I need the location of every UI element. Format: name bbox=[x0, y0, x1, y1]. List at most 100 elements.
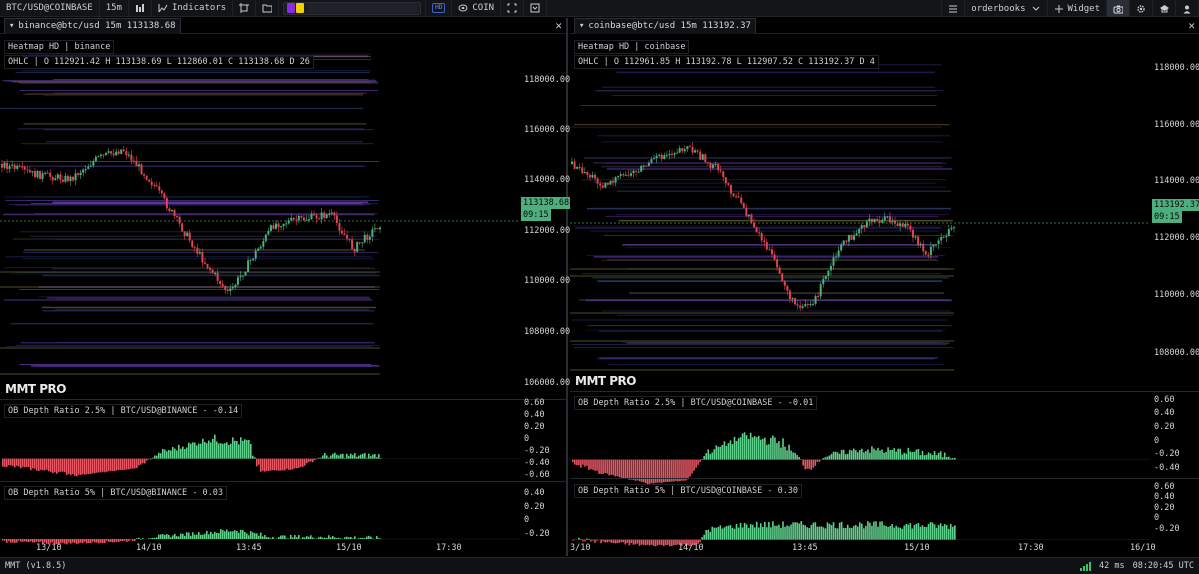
depth-bar bbox=[596, 539, 598, 541]
candle-body bbox=[722, 171, 725, 178]
chart-canvas[interactable] bbox=[0, 34, 568, 556]
depth-bar bbox=[584, 459, 586, 467]
account-button[interactable] bbox=[1176, 0, 1199, 17]
depth-bar bbox=[232, 437, 234, 459]
depth-bar bbox=[48, 539, 50, 545]
depth-bar bbox=[743, 522, 746, 540]
candle-body bbox=[99, 154, 102, 157]
depth-bar bbox=[208, 534, 210, 540]
depth-bar bbox=[380, 458, 382, 459]
coin-button[interactable]: COIN bbox=[452, 0, 502, 17]
open-folder-button[interactable] bbox=[256, 0, 280, 17]
screenshot-button[interactable] bbox=[1107, 0, 1130, 17]
panel-tab-binance[interactable]: ▾ binance@btc/usd 15m 113138.68 bbox=[4, 17, 181, 34]
pane-separator[interactable] bbox=[570, 391, 1199, 392]
depth-bar bbox=[707, 449, 710, 460]
panel-menu-icon[interactable]: ▾ bbox=[9, 21, 15, 31]
depth-bar bbox=[324, 537, 326, 540]
depth-bar bbox=[673, 459, 675, 482]
heatmap-gradient[interactable] bbox=[283, 1, 422, 15]
candle-body bbox=[254, 250, 257, 259]
panel-tab-label: coinbase@btc/usd 15m 113192.37 bbox=[588, 21, 751, 31]
ohlc-label: OHLC | O 112961.85 H 113192.78 L 112907.… bbox=[574, 55, 879, 69]
depth-bar bbox=[214, 531, 216, 540]
depth-bar bbox=[681, 539, 683, 546]
depth-bar bbox=[196, 445, 198, 459]
candle-body bbox=[870, 218, 873, 223]
depth-bar bbox=[326, 455, 328, 459]
indicators-button[interactable]: Indicators bbox=[152, 0, 234, 17]
candle-body bbox=[112, 153, 115, 156]
pane-separator[interactable] bbox=[0, 399, 568, 400]
depth-bar bbox=[216, 532, 218, 540]
depth-bar bbox=[644, 539, 647, 546]
download-button[interactable] bbox=[524, 0, 548, 17]
depth-bar bbox=[348, 455, 350, 459]
depth-bar bbox=[24, 539, 26, 542]
depth-bar bbox=[298, 535, 300, 540]
add-widget-button[interactable]: Widget bbox=[1048, 0, 1107, 17]
depth-bar bbox=[949, 458, 952, 460]
depth-bar bbox=[360, 537, 362, 540]
candle-body bbox=[343, 233, 346, 236]
price-axis-label: 110000.00 bbox=[524, 276, 571, 286]
candle-body bbox=[368, 236, 371, 240]
depth-bar bbox=[919, 526, 922, 540]
panel-menu-icon[interactable]: ▾ bbox=[579, 21, 585, 31]
depth-bar bbox=[954, 525, 956, 540]
depth-bar bbox=[190, 443, 192, 459]
depth-bar bbox=[314, 458, 316, 461]
panel-tab-coinbase[interactable]: ▾ coinbase@btc/usd 15m 113192.37 bbox=[574, 17, 756, 34]
pane-separator[interactable] bbox=[570, 478, 1199, 479]
candle-body bbox=[891, 220, 894, 223]
color-scheme-picker[interactable] bbox=[279, 0, 427, 17]
depth-bar bbox=[118, 539, 120, 542]
candle-body bbox=[267, 230, 270, 235]
symbol-selector[interactable]: BTC/USD@COINBASE bbox=[0, 0, 100, 17]
depth-bar bbox=[731, 444, 734, 460]
close-icon[interactable]: ✕ bbox=[555, 19, 562, 32]
candle-body bbox=[61, 179, 64, 182]
depth-bar bbox=[238, 444, 240, 459]
candle-body bbox=[130, 154, 133, 161]
chart-type-button[interactable] bbox=[129, 0, 152, 17]
hd-toggle[interactable]: HD bbox=[426, 0, 453, 17]
depth-bar bbox=[174, 533, 176, 540]
depth-bar bbox=[224, 443, 226, 459]
candle-body bbox=[791, 298, 794, 300]
depth-bar bbox=[875, 521, 877, 540]
learn-button[interactable] bbox=[1153, 0, 1176, 17]
candle-body bbox=[783, 281, 786, 286]
depth-bar bbox=[198, 443, 200, 459]
depth-bar bbox=[761, 438, 764, 460]
candle-body bbox=[640, 165, 643, 172]
depth-bar bbox=[152, 457, 154, 459]
candle-body bbox=[919, 243, 922, 246]
close-icon[interactable]: ✕ bbox=[1188, 19, 1195, 32]
depth-bar bbox=[294, 535, 296, 540]
candle-body bbox=[719, 170, 722, 172]
menu-button[interactable] bbox=[941, 0, 966, 17]
depth-bar bbox=[238, 532, 240, 540]
timeframe-selector[interactable]: 15m bbox=[100, 0, 129, 17]
depth-bar bbox=[22, 539, 24, 542]
indicator-label: OB Depth Ratio 2.5% | BTC/USD@COINBASE -… bbox=[574, 396, 818, 410]
fullscreen-button[interactable] bbox=[501, 0, 525, 17]
depth-bar bbox=[164, 534, 166, 540]
swatch-yellow bbox=[296, 3, 305, 13]
depth-bar bbox=[656, 539, 659, 546]
depth-bar bbox=[695, 459, 697, 468]
pane-separator[interactable] bbox=[0, 481, 568, 482]
orderbooks-dropdown[interactable]: orderbooks bbox=[965, 0, 1049, 17]
depth-bar bbox=[178, 536, 180, 540]
depth-bar bbox=[574, 459, 576, 465]
candle-body bbox=[578, 167, 581, 169]
candle-body bbox=[819, 284, 822, 297]
depth-bar bbox=[90, 458, 92, 475]
candle-body bbox=[348, 238, 351, 240]
settings-button[interactable] bbox=[1130, 0, 1153, 17]
depth-bar bbox=[727, 443, 730, 460]
chart-canvas[interactable] bbox=[570, 34, 1199, 556]
layout-button[interactable] bbox=[233, 0, 257, 17]
depth-bar bbox=[859, 450, 861, 460]
